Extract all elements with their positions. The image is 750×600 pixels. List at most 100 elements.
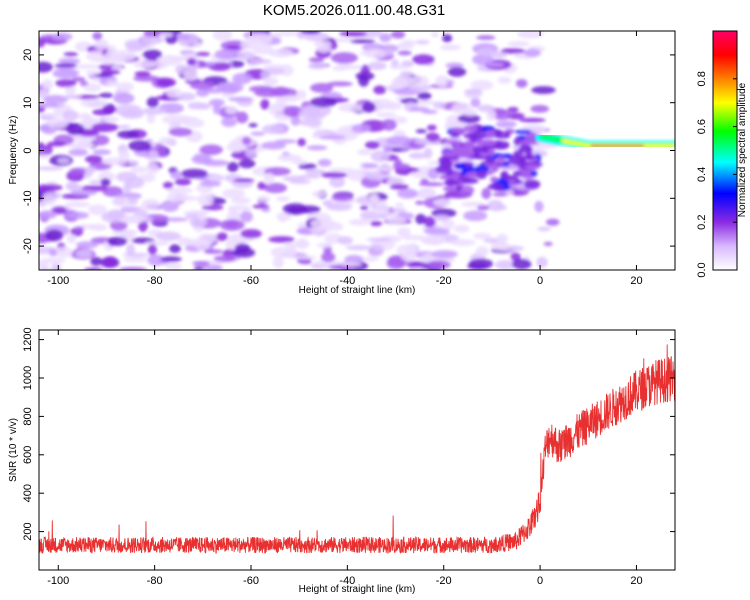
spectrogram-blob xyxy=(389,65,410,70)
spectrogram-blob xyxy=(92,149,111,155)
spectrogram-blob xyxy=(195,239,211,251)
spectrogram-blob xyxy=(360,64,371,75)
spectrogram-blob xyxy=(193,266,204,270)
spectrogram-blob xyxy=(304,168,326,175)
spectrogram-y-tick-label: -20 xyxy=(22,238,34,254)
spectrogram-blob xyxy=(236,111,249,124)
spectrogram-blob xyxy=(388,212,399,218)
spectrogram-blob xyxy=(85,70,102,76)
spectrogram-cluster-blob xyxy=(451,171,460,181)
spectrogram-y-tick-label: 10 xyxy=(22,97,34,109)
spectrogram-blob xyxy=(224,220,239,229)
spectrogram-cluster-blob xyxy=(455,185,463,191)
spectrogram-blob xyxy=(70,190,97,196)
spectrogram-blob xyxy=(166,192,189,203)
spectrogram-blob xyxy=(378,44,399,53)
spectrogram-x-tick-label: 20 xyxy=(630,275,642,287)
spectrogram-blob xyxy=(261,124,284,135)
spectrogram-blob xyxy=(45,117,69,129)
spectrogram-cluster-blob xyxy=(487,184,505,190)
snr-panel: -100 -80 -60 -40 -20 0 20 200 400 600 800 1000 1200… xyxy=(8,327,676,595)
spectrogram-blob xyxy=(162,181,174,189)
spectrogram-blob xyxy=(516,31,544,39)
spectrogram-blob xyxy=(39,37,46,48)
spectrogram-blob xyxy=(123,216,138,224)
spectrogram-cluster-blob xyxy=(523,154,536,160)
spectrogram-blob xyxy=(439,44,461,51)
spectrogram-blob xyxy=(130,165,147,174)
spectrogram-blob xyxy=(401,234,427,241)
spectrogram-blob xyxy=(175,64,189,75)
spectrogram-blob xyxy=(41,79,54,91)
spectrogram-blob xyxy=(276,211,292,221)
spectrogram-blob xyxy=(119,266,147,270)
spectrogram-blob xyxy=(300,259,312,265)
spectrogram-blob xyxy=(113,92,135,104)
spectrogram-blob xyxy=(64,84,76,96)
spectrogram-blob xyxy=(312,190,327,198)
spectrogram-blob xyxy=(364,141,380,150)
spectrogram-blob xyxy=(412,54,435,65)
spectrogram-blob xyxy=(282,203,308,215)
spectrogram-blob xyxy=(180,168,208,179)
spectrogram-blob xyxy=(285,245,298,258)
spectrogram-blob xyxy=(186,57,197,66)
spectrogram-blob xyxy=(155,231,182,241)
spectrogram-blob xyxy=(369,193,379,204)
spectrogram-blob xyxy=(475,246,489,257)
spectrogram-blob xyxy=(241,136,252,145)
spectrogram-blob xyxy=(445,62,464,69)
spectrogram-blob xyxy=(268,48,294,58)
spectrogram-blob xyxy=(531,86,556,95)
spectrogram-cluster-blob xyxy=(489,176,499,183)
spectrogram-cluster-blob xyxy=(523,179,541,190)
spectrogram-blob xyxy=(360,205,369,211)
spectrogram-blob xyxy=(418,182,445,187)
snr-frame xyxy=(38,329,676,571)
spectrogram-blob xyxy=(80,98,108,108)
spectrogram-x-tick-label: -100 xyxy=(47,275,69,287)
spectrogram-blob xyxy=(400,144,411,150)
spectrogram-blob xyxy=(406,243,417,252)
spectrogram-blob xyxy=(447,67,467,77)
spectrogram-cluster-blob xyxy=(482,139,497,146)
spectrogram-blob xyxy=(283,106,304,118)
spectrogram-blob xyxy=(121,206,143,211)
spectrogram-blob xyxy=(431,250,458,259)
spectrogram-blob xyxy=(88,223,108,232)
spectrogram-blob xyxy=(207,175,223,182)
spectrogram-blob xyxy=(417,92,432,101)
spectrogram-blob xyxy=(216,81,244,94)
spectrogram-blob xyxy=(147,254,165,266)
spectrogram-blob xyxy=(495,204,507,211)
snr-y-tick-label: 400 xyxy=(22,484,34,502)
spectrogram-blob xyxy=(166,187,194,194)
spectrogram-blob xyxy=(128,140,152,152)
spectrogram-blob xyxy=(170,170,183,180)
spectrogram-blob xyxy=(235,51,256,61)
spectrogram-blob xyxy=(252,204,270,209)
spectrogram-blob xyxy=(442,218,455,230)
spectrogram-blob xyxy=(519,117,546,123)
spectrogram-cluster-blob xyxy=(442,185,460,192)
spectrogram-blob xyxy=(192,261,210,266)
spectrogram-blob xyxy=(308,63,327,70)
spectrogram-blob xyxy=(430,31,439,38)
spectrogram-blob xyxy=(238,159,256,169)
spectrogram-blob xyxy=(111,196,133,207)
spectrogram-blob xyxy=(66,211,90,219)
spectrogram-blobs xyxy=(39,31,675,270)
spectrogram-blob xyxy=(43,95,69,104)
spectrogram-y-tick-label: 0 xyxy=(22,147,34,153)
spectrogram-blob xyxy=(361,163,379,169)
snr-y-ticks: 200 400 600 800 1000 1200 xyxy=(22,327,675,541)
spectrogram-blob xyxy=(248,123,258,128)
spectrogram-blob xyxy=(472,53,495,66)
spectrogram-cluster-blob xyxy=(465,171,481,179)
spectrogram-cluster-blob xyxy=(514,129,532,134)
spectrogram-blob xyxy=(120,109,144,119)
spectrogram-blob xyxy=(357,148,372,156)
spectrogram-blob xyxy=(408,152,427,160)
spectrogram-blob xyxy=(65,181,79,191)
spectrogram-blob xyxy=(232,72,253,85)
